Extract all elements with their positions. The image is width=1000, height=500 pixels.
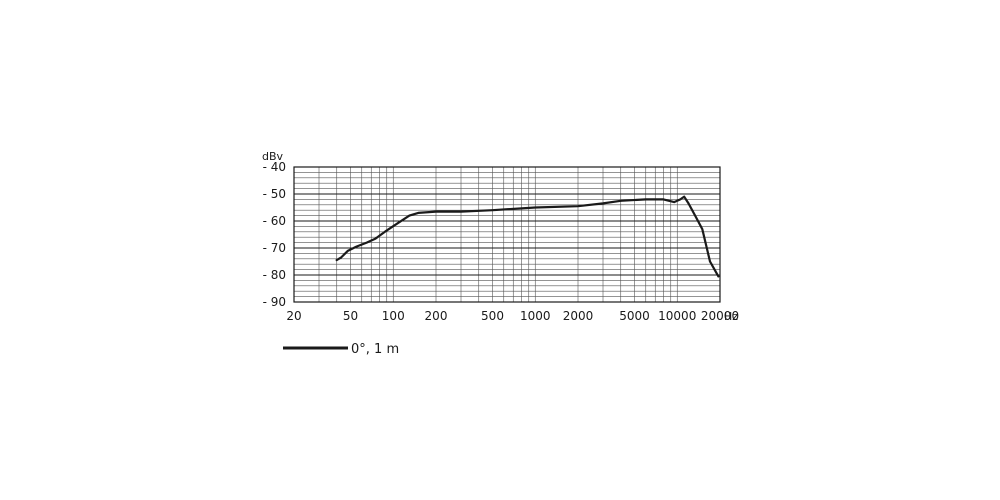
y-axis-unit: dBv: [262, 150, 284, 163]
x-tick-label: 1000: [520, 309, 551, 323]
x-tick-label: 200: [425, 309, 448, 323]
y-tick-label: - 60: [263, 214, 286, 228]
series-line: [335, 195, 720, 278]
y-tick-label: - 80: [263, 268, 286, 282]
x-tick-label: 500: [481, 309, 504, 323]
x-tick-label: 50: [343, 309, 358, 323]
y-tick-label: - 50: [263, 187, 286, 201]
x-axis-unit: Hz: [724, 310, 738, 323]
y-tick-label: - 90: [263, 295, 286, 309]
series: [335, 195, 720, 278]
y-tick-label: - 40: [263, 160, 286, 174]
plot-frame: [293, 166, 721, 303]
grid: [293, 166, 721, 303]
y-tick-label: - 70: [263, 241, 286, 255]
legend-label: 0°, 1 m: [351, 342, 399, 357]
x-tick-label: 2000: [563, 309, 594, 323]
x-tick-label: 5000: [619, 309, 650, 323]
legend: 0°, 1 m: [283, 342, 399, 357]
tick-labels: 20 50 100 200 500 1000 2000 5000 10000 20000 - 40 -…: [263, 160, 740, 323]
x-tick-label: 100: [382, 309, 405, 323]
x-tick-label: 20000: [701, 309, 739, 323]
x-tick-label: 10000: [658, 309, 696, 323]
x-tick-label: 20: [286, 309, 301, 323]
